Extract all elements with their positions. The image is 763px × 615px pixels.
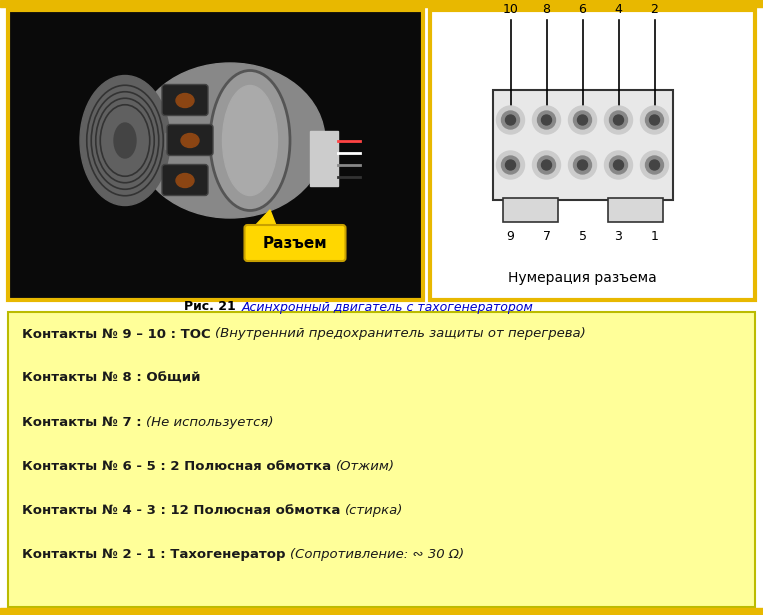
Circle shape — [640, 106, 668, 134]
Ellipse shape — [176, 173, 194, 188]
Text: Разъем: Разъем — [262, 236, 327, 250]
Text: Асинхронный двигатель с тахогенератором: Асинхронный двигатель с тахогенератором — [242, 301, 534, 314]
Bar — [607, 198, 662, 222]
Bar — [430, 10, 755, 300]
Circle shape — [506, 115, 516, 125]
Text: Контакты № 6 - 5 : 2 Полюсная обмотка: Контакты № 6 - 5 : 2 Полюсная обмотка — [22, 460, 336, 473]
Circle shape — [506, 160, 516, 170]
Ellipse shape — [181, 133, 199, 148]
Ellipse shape — [135, 63, 325, 218]
Ellipse shape — [80, 76, 170, 205]
Circle shape — [578, 160, 588, 170]
Circle shape — [640, 151, 668, 179]
Text: 3: 3 — [614, 230, 623, 243]
Circle shape — [574, 156, 591, 174]
Text: 5: 5 — [578, 230, 587, 243]
Text: (стирка): (стирка) — [345, 504, 404, 517]
Polygon shape — [253, 210, 277, 228]
Bar — [0, 0, 763, 7]
Circle shape — [645, 111, 664, 129]
Text: Нумерация разъема: Нумерация разъема — [508, 271, 657, 285]
Circle shape — [574, 111, 591, 129]
Circle shape — [497, 151, 524, 179]
Circle shape — [613, 115, 623, 125]
Circle shape — [568, 151, 597, 179]
Text: Контакты № 8 : Общий: Контакты № 8 : Общий — [22, 371, 201, 384]
Text: Рис. 21: Рис. 21 — [184, 301, 240, 314]
Ellipse shape — [223, 85, 278, 196]
Circle shape — [497, 106, 524, 134]
Text: 1: 1 — [651, 230, 658, 243]
Text: Контакты № 2 - 1 : Тахогенератор: Контакты № 2 - 1 : Тахогенератор — [22, 549, 290, 561]
Circle shape — [604, 106, 633, 134]
Circle shape — [645, 156, 664, 174]
Circle shape — [649, 160, 659, 170]
Bar — [8, 10, 423, 300]
Text: (Сопротивление: ∾ 30 Ω): (Сопротивление: ∾ 30 Ω) — [290, 549, 464, 561]
Text: 8: 8 — [542, 3, 550, 16]
Text: (Внутренний предохранитель защиты от перегрева): (Внутренний предохранитель защиты от пер… — [215, 328, 586, 341]
Circle shape — [610, 156, 627, 174]
FancyBboxPatch shape — [162, 84, 208, 116]
Bar — [492, 90, 672, 200]
Text: Контакты № 7 :: Контакты № 7 : — [22, 416, 146, 429]
Circle shape — [604, 151, 633, 179]
FancyBboxPatch shape — [162, 164, 208, 196]
Bar — [503, 198, 558, 222]
Text: 2: 2 — [651, 3, 658, 16]
Circle shape — [533, 106, 561, 134]
Text: Контакты № 9 – 10 : ТОС: Контакты № 9 – 10 : ТОС — [22, 328, 215, 341]
Circle shape — [578, 115, 588, 125]
Ellipse shape — [210, 71, 290, 210]
Text: (Отжим): (Отжим) — [336, 460, 394, 473]
Ellipse shape — [114, 123, 136, 158]
Circle shape — [613, 160, 623, 170]
Circle shape — [542, 115, 552, 125]
Circle shape — [542, 160, 552, 170]
Ellipse shape — [176, 93, 194, 108]
Circle shape — [533, 151, 561, 179]
Text: (Не используется): (Не используется) — [146, 416, 274, 429]
Circle shape — [610, 111, 627, 129]
Circle shape — [649, 115, 659, 125]
FancyBboxPatch shape — [244, 225, 346, 261]
Text: Контакты № 4 - 3 : 12 Полюсная обмотка: Контакты № 4 - 3 : 12 Полюсная обмотка — [22, 504, 345, 517]
Text: 4: 4 — [614, 3, 623, 16]
Text: 10: 10 — [503, 3, 518, 16]
Circle shape — [568, 106, 597, 134]
Circle shape — [501, 156, 520, 174]
Circle shape — [501, 111, 520, 129]
Bar — [0, 608, 763, 615]
Circle shape — [537, 111, 555, 129]
Bar — [165, 132, 190, 148]
Text: 6: 6 — [578, 3, 587, 16]
Bar — [8, 312, 755, 607]
Text: 9: 9 — [507, 230, 514, 243]
Text: 7: 7 — [542, 230, 550, 243]
Circle shape — [537, 156, 555, 174]
FancyBboxPatch shape — [167, 124, 213, 156]
Bar — [310, 130, 338, 186]
